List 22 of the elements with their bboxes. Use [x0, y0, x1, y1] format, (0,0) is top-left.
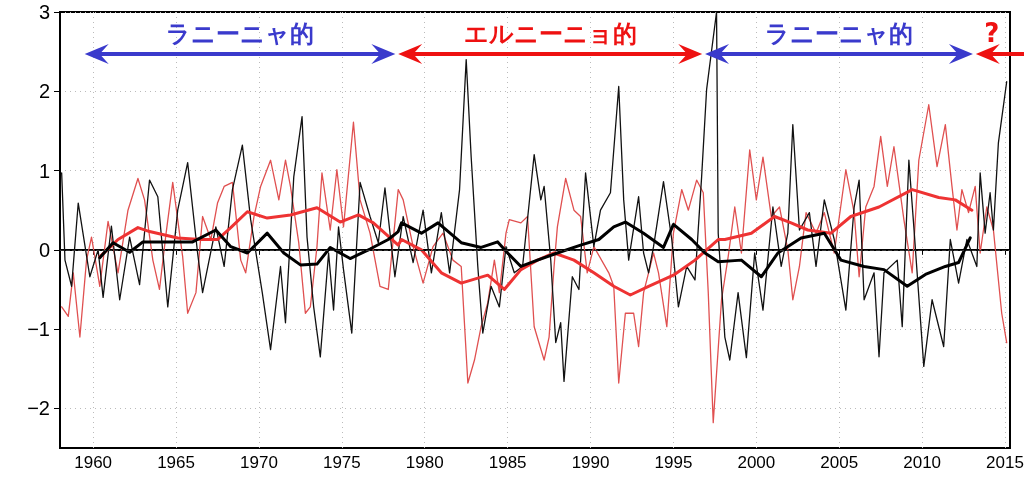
x-tick-label: 2000 [737, 453, 776, 472]
y-tick-label: 3 [38, 1, 50, 23]
annotation: ラニーニャ的 [765, 20, 913, 48]
x-tick-label: 2005 [820, 453, 859, 472]
x-tick-label: 2015 [986, 453, 1024, 472]
x-tick-label: 1970 [240, 453, 278, 472]
annotation: ラニーニャ的 [166, 20, 315, 48]
y-tick-label: −2 [27, 397, 50, 420]
x-tick-label: 1980 [405, 453, 444, 472]
y-tick-label: 1 [38, 159, 50, 182]
x-tick-label: 1995 [654, 453, 693, 472]
y-tick-label: 2 [38, 80, 50, 103]
annotation: ? [984, 18, 1000, 48]
x-tick-label: 1960 [74, 453, 113, 472]
y-tick-label: −1 [27, 318, 50, 341]
x-tick-label: 1985 [488, 453, 527, 472]
y-tick-label: 0 [38, 238, 50, 261]
x-tick-label: 1965 [157, 453, 195, 472]
x-tick-label: 2010 [903, 453, 942, 472]
annotation: エルニーニョ的 [463, 20, 637, 48]
x-tick-label: 1975 [322, 453, 361, 472]
x-tick-label: 1990 [571, 453, 610, 472]
